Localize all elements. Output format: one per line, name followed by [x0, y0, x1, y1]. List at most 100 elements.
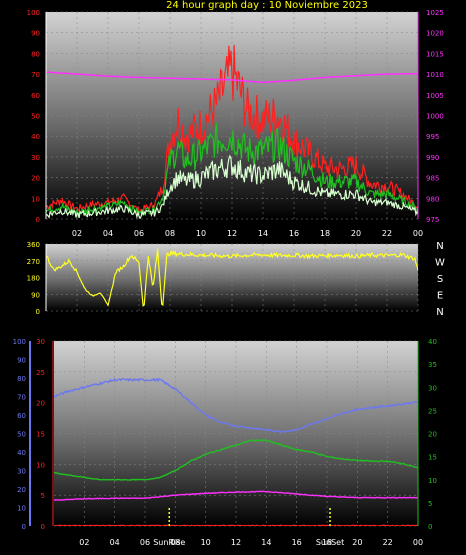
- y2-tick-label: 25: [36, 369, 45, 377]
- x-tick-label: 02: [72, 229, 82, 238]
- x-tick-label: 10: [201, 538, 211, 547]
- x-tick-label: 20: [351, 229, 361, 238]
- x-tick-label: 06: [134, 229, 144, 238]
- y-tick-label: 80: [17, 375, 26, 383]
- x-tick-label: 16: [289, 229, 299, 238]
- series-line-1: [46, 122, 418, 218]
- sun-markers: SunRise SunSet: [153, 508, 344, 547]
- y-tick-label: 50: [17, 431, 26, 439]
- x-tick-label: 12: [227, 229, 237, 238]
- y3-tick-label: 40: [428, 338, 437, 346]
- y2-tick-label: 10: [36, 461, 45, 469]
- x-tick-label: 12: [231, 538, 241, 547]
- y-axis-left-ticks: 0 90 180 270 360: [27, 241, 40, 316]
- series-layer: [46, 248, 418, 307]
- y2-tick-label: 15: [36, 431, 45, 439]
- y-tick-label: 270: [27, 258, 40, 266]
- series-line-0: [46, 248, 418, 307]
- x-tick-label: 20: [352, 538, 362, 547]
- series-line-0: [54, 377, 418, 434]
- y-tick-label: 40: [31, 133, 40, 141]
- x-tick-label: 06: [140, 538, 150, 547]
- y2-tick-label: 1010: [426, 71, 444, 79]
- y-tick-label: 30: [31, 154, 40, 162]
- y3-tick-label: 5: [428, 500, 432, 508]
- humidity-temperature-panel: 0 10 20 30 40 50 60 70 80 90 100 0 5 10 15 20 25 30 0 5 10…: [13, 338, 437, 547]
- y3-tick-label: 35: [428, 361, 437, 369]
- x-tick-label: 08: [165, 229, 175, 238]
- y3-tick-label: 30: [428, 384, 437, 392]
- x-tick-label: 18: [320, 229, 330, 238]
- x-tick-label: 00: [413, 229, 423, 238]
- series-line-0: [46, 44, 418, 215]
- x-axis-ticks: 02 04 06 08 10 12 14 16 18 20 22 00: [79, 538, 423, 547]
- y3-tick-label: 15: [428, 454, 437, 462]
- graph-title: 24 hour graph day : 10 Noviembre 2023: [166, 0, 368, 11]
- x-axis-ticks: 02 04 06 08 10 12 14 16 18 20 22 00: [72, 229, 423, 238]
- x-tick-label: 14: [261, 538, 271, 547]
- y2-tick-label: 1020: [426, 30, 444, 38]
- y-tick-label: 100: [27, 9, 40, 17]
- y3-tick-label: 25: [428, 407, 437, 415]
- series-layer: [46, 44, 418, 219]
- x-tick-label: 18: [322, 538, 332, 547]
- y3-tick-label: 10: [428, 477, 437, 485]
- compass-letter: N: [436, 241, 443, 252]
- compass-letter: W: [435, 258, 445, 269]
- y-axis-left-ticks: 0 10 20 30 40 50 60 70 80 90 100: [27, 9, 40, 224]
- sunrise-label: SunRise: [153, 538, 185, 547]
- x-tick-label: 04: [110, 538, 120, 547]
- compass-letter: E: [437, 291, 443, 302]
- x-tick-label: 22: [382, 229, 392, 238]
- series-line-2: [46, 154, 418, 219]
- x-tick-label: 02: [79, 538, 89, 547]
- y-tick-label: 10: [31, 195, 40, 203]
- x-tick-label: 16: [292, 538, 302, 547]
- y-tick-label: 80: [31, 50, 40, 58]
- y-tick-label: 70: [31, 71, 40, 79]
- y2-tick-label: 30: [36, 338, 45, 346]
- y-tick-label: 10: [17, 505, 26, 513]
- y-tick-label: 20: [31, 175, 40, 183]
- y-axis-humidity-ticks: 0 10 20 30 40 50 60 70 80 90 100: [13, 338, 26, 531]
- y-axis-secondary-ticks: 0 5 10 15 20 25 30: [36, 338, 45, 531]
- x-tick-label: 08: [170, 538, 180, 547]
- y-tick-label: 20: [17, 486, 26, 494]
- y2-tick-label: 990: [426, 154, 439, 162]
- x-tick-label: 14: [258, 229, 268, 238]
- y3-tick-label: 0: [428, 523, 432, 531]
- series-line-3: [46, 71, 418, 84]
- y2-tick-label: 1025: [426, 9, 444, 17]
- y-tick-label: 60: [31, 92, 40, 100]
- y-tick-label: 30: [17, 468, 26, 476]
- series-line-1: [54, 438, 418, 481]
- compass-letter: N: [436, 307, 443, 318]
- y-tick-label: 360: [27, 241, 40, 249]
- y-tick-label: 60: [17, 412, 26, 420]
- y-tick-label: 70: [17, 394, 26, 402]
- y2-tick-label: 5: [41, 492, 45, 500]
- y-tick-label: 0: [36, 308, 40, 316]
- series-line-2: [54, 490, 418, 502]
- y2-tick-label: 995: [426, 133, 439, 141]
- y-axis-right-ticks: 0 5 10 15 20 25 30 35 40: [428, 338, 437, 531]
- y-tick-label: 90: [17, 357, 26, 365]
- compass-letter: S: [437, 274, 443, 285]
- y-tick-label: 90: [31, 30, 40, 38]
- y-tick-label: 180: [27, 275, 40, 283]
- x-tick-label: 22: [383, 538, 393, 547]
- series-line-3: [54, 524, 418, 526]
- x-tick-label: 10: [196, 229, 206, 238]
- x-tick-label: 00: [413, 538, 423, 547]
- grid: [46, 11, 419, 220]
- y2-tick-label: 0: [41, 523, 45, 531]
- y2-tick-label: 20: [36, 400, 45, 408]
- y-tick-label: 0: [36, 216, 40, 224]
- y2-tick-label: 1005: [426, 92, 444, 100]
- y-axis-right-ticks: 975 980 985 990 995 1000 1005 1010 1015 1020 1025: [426, 9, 444, 224]
- y-tick-label: 0: [22, 523, 26, 531]
- y-tick-label: 40: [17, 449, 26, 457]
